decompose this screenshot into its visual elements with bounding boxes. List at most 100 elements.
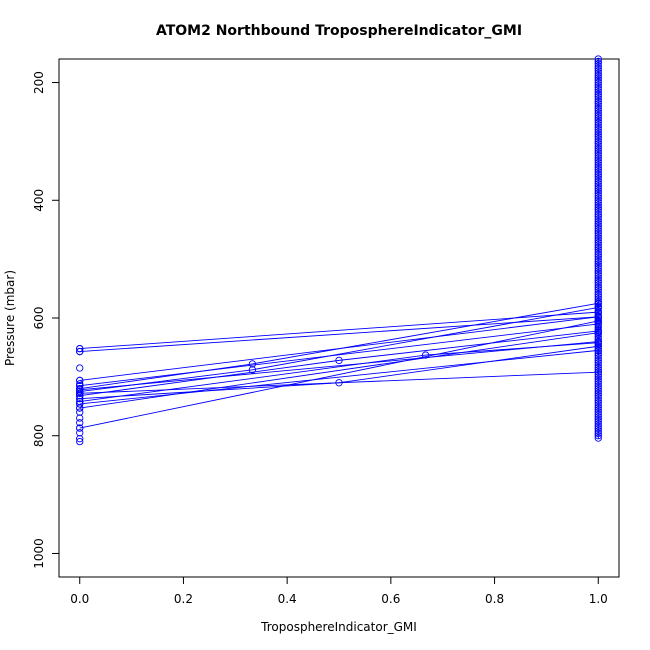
- series-line: [79, 349, 599, 405]
- data-point: [594, 57, 602, 66]
- x-tick-label: 1.0: [589, 592, 608, 606]
- data-point: [594, 137, 602, 146]
- data-point: [594, 180, 602, 188]
- data-point: [594, 217, 602, 226]
- data-point: [594, 373, 602, 381]
- data-point: [594, 194, 602, 202]
- data-point: [594, 227, 602, 235]
- data-point: [594, 250, 602, 259]
- data-point: [76, 384, 84, 393]
- data-point: [594, 271, 602, 280]
- data-point: [594, 231, 602, 240]
- data-point: [594, 229, 602, 237]
- data-point: [594, 340, 602, 348]
- data-point: [594, 198, 602, 207]
- data-point: [594, 392, 602, 400]
- data-point: [594, 255, 602, 263]
- data-point: [594, 394, 602, 402]
- data-point: [76, 376, 84, 385]
- data-point: [76, 364, 84, 372]
- data-point: [594, 356, 602, 365]
- data-point: [594, 300, 602, 308]
- data-point: [594, 147, 602, 155]
- data-point: [594, 330, 602, 339]
- data-point: [76, 392, 84, 400]
- x-axis: 0.0 0.2 0.4 0.6 0.8 1.0: [70, 576, 608, 606]
- y-tick-label: 600: [32, 307, 46, 330]
- data-point: [594, 90, 602, 98]
- data-point: [594, 173, 602, 181]
- data-point: [594, 314, 602, 322]
- data-point: [421, 351, 430, 359]
- data-point: [594, 123, 602, 131]
- data-point: [594, 142, 602, 150]
- y-tick-label: 1000: [32, 538, 46, 569]
- data-point: [76, 437, 84, 446]
- data-point: [594, 253, 602, 261]
- data-point: [594, 328, 602, 336]
- data-point: [594, 267, 602, 275]
- data-point: [594, 206, 602, 214]
- data-point: [594, 342, 602, 350]
- data-point: [76, 382, 84, 390]
- data-point: [594, 274, 602, 282]
- data-point: [594, 133, 602, 141]
- x-tick-label: 0.2: [174, 592, 193, 606]
- data-point: [594, 102, 602, 110]
- data-point: [594, 88, 602, 96]
- data-point: [594, 368, 602, 376]
- data-point: [594, 262, 602, 270]
- data-point: [594, 95, 602, 103]
- data-point: [594, 279, 602, 287]
- data-point: [594, 359, 602, 367]
- data-point: [594, 260, 602, 268]
- data-point: [76, 419, 84, 427]
- series-line: [79, 330, 599, 397]
- data-point: [594, 149, 602, 157]
- data-point: [594, 166, 602, 174]
- data-point: [594, 290, 602, 299]
- data-point: [594, 309, 602, 317]
- data-point: [594, 408, 602, 416]
- data-point: [594, 427, 602, 435]
- data-point: [594, 135, 602, 143]
- series-line: [79, 316, 599, 353]
- data-point: [594, 175, 602, 183]
- x-tick-label: 0.6: [381, 592, 400, 606]
- data-point: [594, 352, 602, 360]
- data-point: [76, 394, 84, 403]
- series-line: [79, 323, 599, 387]
- data-point: [594, 286, 602, 294]
- data-point: [594, 377, 602, 386]
- data-point: [594, 429, 602, 438]
- data-point: [594, 349, 602, 357]
- data-point: [594, 236, 602, 244]
- y-tick-label: 400: [32, 189, 46, 212]
- series-line: [79, 342, 599, 403]
- data-point: [594, 121, 602, 129]
- data-point: [76, 414, 84, 422]
- data-point: [594, 83, 602, 91]
- data-point: [76, 404, 84, 412]
- data-point: [594, 420, 602, 428]
- data-point: [594, 288, 602, 296]
- data-point: [594, 156, 602, 164]
- data-point: [594, 184, 602, 193]
- data-point: [594, 116, 602, 124]
- data-point: [594, 158, 602, 167]
- data-point: [594, 67, 602, 75]
- data-point: [594, 337, 602, 346]
- data-point: [594, 297, 602, 306]
- data-point: [335, 356, 343, 365]
- data-point: [594, 81, 602, 89]
- data-point: [594, 410, 602, 419]
- data-point: [594, 335, 602, 343]
- data-point: [594, 210, 602, 219]
- data-point: [594, 401, 602, 409]
- plot-lines: [79, 59, 599, 439]
- data-point: [594, 74, 602, 82]
- data-point: [594, 326, 602, 334]
- data-point: [594, 415, 602, 423]
- data-point: [594, 363, 602, 372]
- data-point: [594, 239, 602, 247]
